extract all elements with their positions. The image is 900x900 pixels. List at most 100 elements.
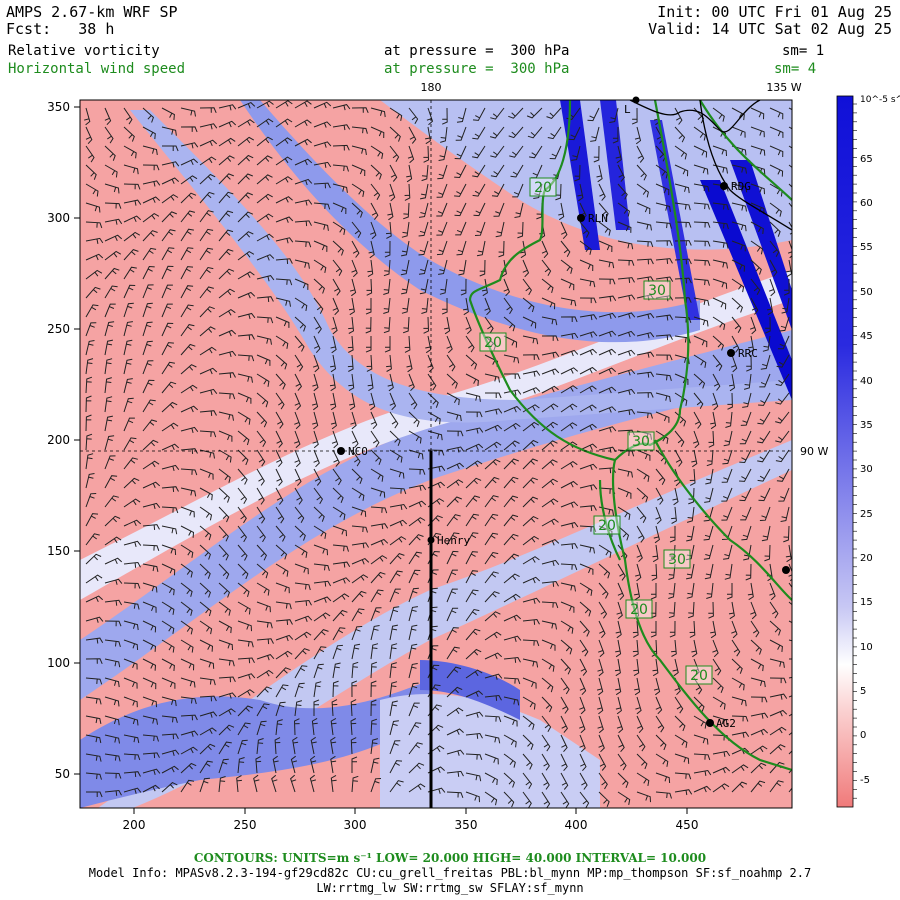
wind-barb	[330, 335, 337, 354]
wind-barb	[674, 789, 693, 796]
wind-barb	[503, 573, 520, 584]
wind-barb	[389, 700, 398, 717]
model-title: AMPS 2.67-km WRF SP	[6, 3, 178, 21]
station-marker	[782, 566, 790, 574]
wind-barb	[636, 411, 653, 419]
wind-barb	[685, 563, 695, 580]
wind-barb	[218, 288, 235, 299]
wind-barb	[768, 278, 776, 297]
wind-barb	[256, 654, 275, 661]
wind-barb	[579, 240, 592, 255]
wind-barb	[598, 348, 617, 356]
wind-barb	[636, 351, 655, 358]
wind-barb	[612, 126, 619, 144]
wind-barb	[636, 791, 651, 803]
wind-barb	[218, 329, 237, 337]
wind-barb	[123, 107, 133, 125]
wind-barb	[522, 639, 540, 647]
wind-barb	[767, 297, 774, 316]
wind-barb	[400, 240, 410, 257]
wind-barb	[275, 525, 286, 542]
wind-barb	[348, 316, 355, 334]
wind-barb	[427, 465, 446, 472]
wind-barb	[313, 121, 332, 128]
wind-barb	[522, 791, 532, 808]
wind-barb	[750, 677, 766, 688]
wind-barb	[161, 749, 180, 756]
wind-barb	[218, 155, 235, 166]
wind-barb	[290, 755, 298, 774]
wind-barb	[465, 354, 478, 370]
wind-barb	[142, 247, 157, 261]
wind-barb	[199, 326, 216, 337]
wind-barb	[332, 183, 348, 193]
wind-barb	[387, 373, 394, 392]
wind-barb	[522, 734, 534, 750]
wind-barb	[693, 126, 706, 141]
wind-barb	[741, 525, 752, 541]
wind-barb	[655, 392, 671, 402]
field2-smoothing: sm= 4	[774, 61, 817, 77]
wind-barb	[764, 544, 771, 562]
wind-barb	[370, 449, 382, 465]
wind-barb	[655, 696, 663, 715]
wind-barb	[598, 367, 617, 375]
wind-barb	[689, 620, 696, 638]
wind-barb	[490, 107, 505, 120]
colorbar-label: 15	[860, 597, 873, 608]
wind-barb	[750, 278, 761, 296]
wind-barb	[560, 422, 578, 432]
map-plot: 20 20 30 30 20 30 20 20 NCO Henry RLN RD…	[47, 81, 900, 832]
wind-barb	[218, 468, 231, 483]
wind-barb	[598, 446, 617, 453]
wind-barb	[332, 577, 351, 584]
wind-barb	[237, 705, 253, 717]
wind-barb	[386, 354, 392, 372]
wind-barb	[560, 734, 568, 753]
svg-text:30: 30	[648, 283, 666, 299]
wind-barb	[351, 126, 368, 134]
wind-barb	[731, 639, 741, 657]
wind-barb	[332, 449, 340, 467]
wind-barb	[199, 388, 218, 396]
wind-barb	[686, 506, 695, 523]
wind-barb	[446, 411, 462, 422]
wind-barb	[419, 183, 429, 200]
wind-barb	[256, 620, 273, 629]
wind-barb	[731, 316, 742, 333]
wind-barb	[693, 240, 711, 247]
wind-barb	[294, 665, 308, 679]
wind-barb	[142, 360, 154, 375]
wind-barb	[541, 240, 549, 259]
wind-barb	[256, 118, 274, 128]
wind-barb	[598, 426, 617, 433]
wind-barb	[615, 696, 622, 715]
wind-barb	[446, 430, 464, 437]
wind-barb	[85, 772, 102, 780]
wind-barb	[383, 259, 391, 277]
wind-barb	[237, 722, 251, 736]
wind-barb	[465, 532, 479, 546]
y-axis: 50 100 150 200 250 300 350	[47, 100, 80, 781]
wind-barb	[104, 557, 123, 565]
wind-barb	[180, 506, 195, 518]
wind-barb	[312, 430, 319, 449]
wind-barb	[383, 278, 391, 295]
wind-barb	[541, 368, 560, 375]
contour-label: 20	[479, 332, 507, 352]
wind-barb	[294, 220, 312, 227]
wind-barb	[123, 519, 142, 527]
wind-barb	[541, 639, 556, 651]
wind-barb	[237, 544, 248, 561]
wind-barb	[541, 478, 558, 489]
wind-barb	[729, 373, 736, 392]
wind-barb	[85, 145, 95, 163]
wind-barb	[199, 525, 212, 541]
wind-barb	[446, 514, 461, 527]
wind-barb	[712, 240, 729, 249]
wind-barb	[237, 411, 251, 425]
wind-barb	[579, 791, 590, 808]
wind-barb	[446, 588, 458, 603]
wind-barb	[560, 367, 579, 375]
wind-barb	[104, 339, 114, 356]
